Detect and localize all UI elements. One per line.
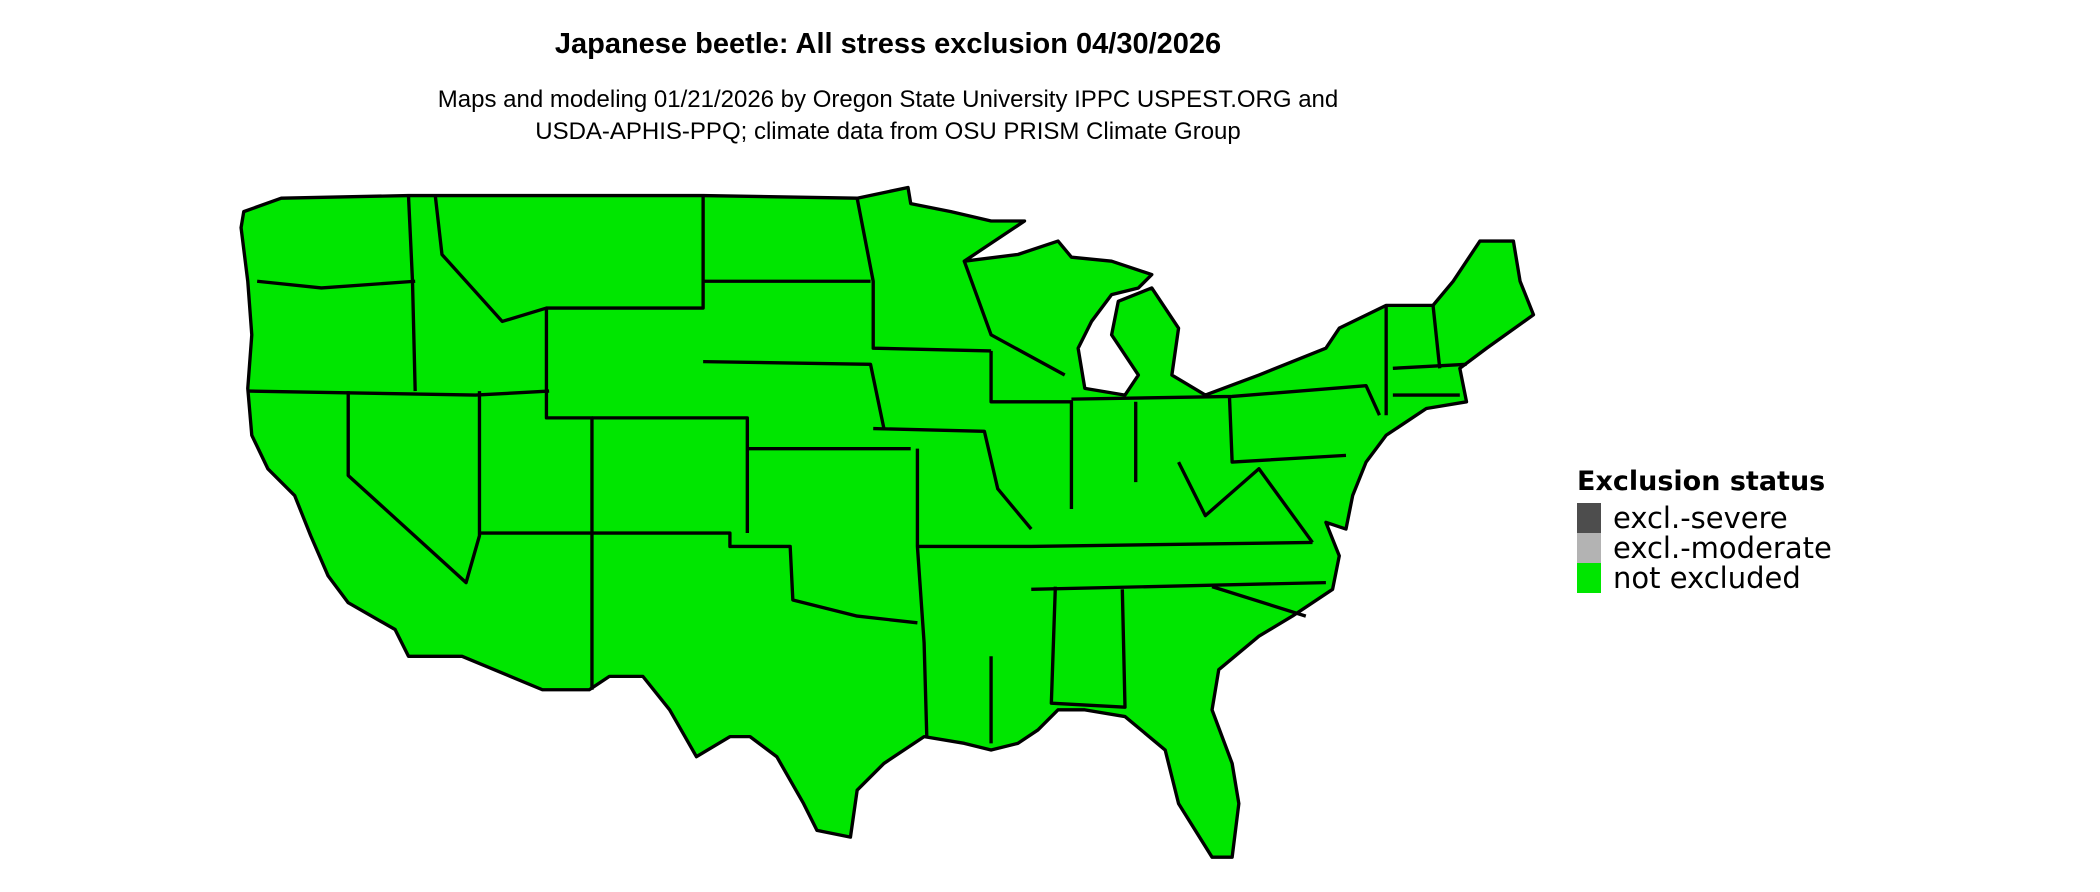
legend: Exclusion status excl.-severe excl.-mode… bbox=[1577, 466, 1832, 593]
map-title: Japanese beetle: All stress exclusion 04… bbox=[554, 28, 1222, 60]
legend-item-severe: excl.-severe bbox=[1577, 503, 1832, 533]
legend-label: excl.-moderate bbox=[1613, 531, 1832, 565]
subtitle-line-1: Maps and modeling 01/21/2026 by Oregon S… bbox=[437, 86, 1339, 113]
legend-label: excl.-severe bbox=[1613, 501, 1788, 535]
legend-swatch bbox=[1577, 503, 1601, 533]
legend-swatch bbox=[1577, 563, 1601, 593]
subtitle-line-2: USDA-APHIS-PPQ; climate data from OSU PR… bbox=[535, 118, 1241, 145]
map-subtitle: Maps and modeling 01/21/2026 by Oregon S… bbox=[0, 84, 1776, 148]
legend-swatch bbox=[1577, 533, 1601, 563]
legend-item-moderate: excl.-moderate bbox=[1577, 533, 1832, 563]
legend-item-not-excluded: not excluded bbox=[1577, 563, 1832, 593]
state-boundaries bbox=[249, 195, 1467, 744]
legend-title: Exclusion status bbox=[1577, 466, 1826, 497]
us-outline bbox=[239, 185, 1536, 859]
legend-label: not excluded bbox=[1613, 561, 1801, 595]
